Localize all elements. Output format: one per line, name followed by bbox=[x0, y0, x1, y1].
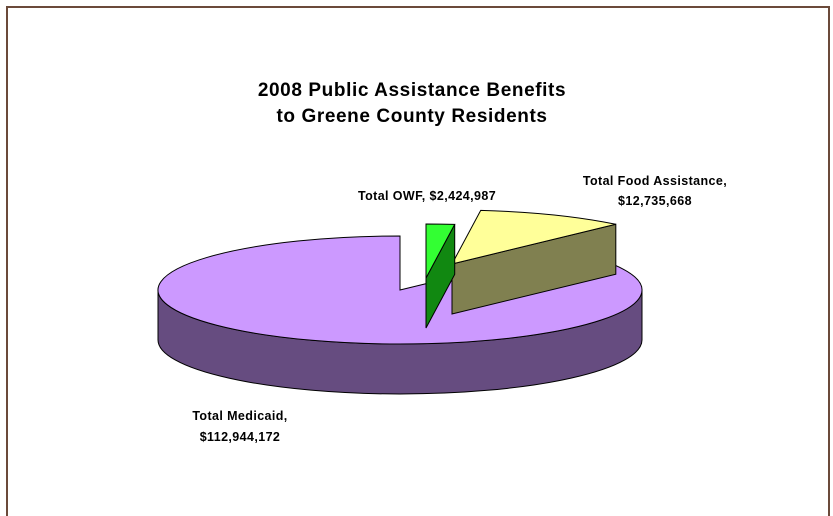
data-label-food-assistance-line-1: Total Food Assistance, bbox=[583, 174, 727, 188]
chart-title-line-1: 2008 Public Assistance Benefits bbox=[257, 80, 567, 101]
chart-title-line-2: to Greene County Residents bbox=[276, 106, 548, 127]
chart-title: 2008 Public Assistance Benefits to Green… bbox=[0, 78, 824, 130]
pie-slice-owf bbox=[425, 223, 456, 279]
data-label-medicaid-line-1: Total Medicaid, bbox=[192, 409, 287, 423]
chart-frame bbox=[6, 6, 830, 516]
data-label-owf: Total OWF, $2,424,987 bbox=[358, 189, 496, 203]
pie-slice-food-assistance bbox=[451, 209, 616, 265]
data-label-medicaid-line-2: $112,944,172 bbox=[200, 430, 281, 444]
data-label-food-assistance-line-2: $12,735,668 bbox=[618, 194, 692, 208]
